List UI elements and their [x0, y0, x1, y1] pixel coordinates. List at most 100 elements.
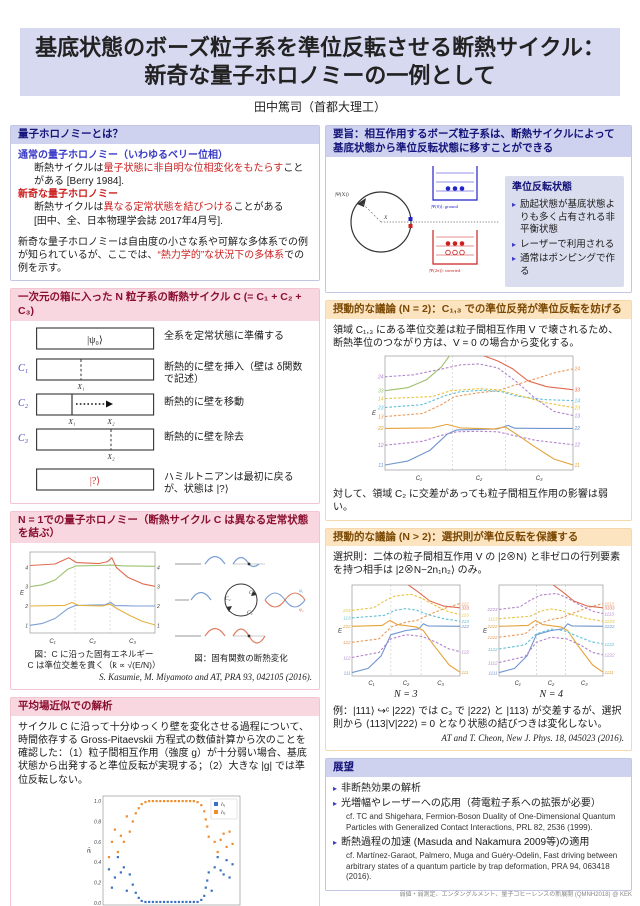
svg-text:1222: 1222 [488, 635, 499, 640]
cycle-row-c3: C₃ X₂ 断熱的に壁を除去 [18, 427, 312, 461]
novel-holonomy-heading: 新奇な量子ホロノミー [18, 189, 118, 201]
box-diagram-remove-wall: X₂ [36, 428, 155, 461]
svg-text:4: 4 [25, 565, 28, 571]
n3-chart-label: N = 3 [394, 688, 418, 700]
mean-field-paragraph: サイクル C に沿って十分ゆっくり壁を変化させる過程について、時間依存する Gr… [18, 721, 309, 786]
svg-text:12: 12 [574, 443, 580, 449]
svg-text:24: 24 [573, 367, 580, 373]
svg-text:E: E [483, 628, 488, 634]
right-column: 要旨：相互作用するボーズ粒子系は、断熱サイクルによって基底状態から準位反転状態に… [325, 125, 632, 898]
n2-paragraph-2: 対して、領域 C₂ に交差があっても粒子間相互作用の影響は弱い。 [333, 489, 608, 514]
svg-text:2223: 2223 [487, 607, 499, 612]
triangle-bullet-icon: ▸ [333, 838, 338, 847]
svg-text:X: X [383, 215, 388, 221]
inverted-state-title: 準位反転状態 [512, 182, 572, 194]
inverted-state-bullet: ▸ レーザーで利用される [512, 238, 615, 250]
svg-text:C₃: C₃ [535, 476, 542, 481]
block-n1-holonomy: N = 1での量子ホロノミー（断熱サイクル C は異なる定常状態を結ぶ） C₁ C… [10, 510, 320, 691]
block-adiabatic-cycle: 一次元の箱に入った N 粒子系の断熱サイクル C (= C₁ + C₂ + C₃… [10, 288, 320, 504]
svg-text:11: 11 [574, 463, 579, 469]
n2-paragraph-1: 領域 C₁,₃ にある準位交差は粒子間相互作用 V で壊されるため、断熱準位のつ… [333, 324, 619, 349]
svg-text:0.6: 0.6 [94, 840, 101, 846]
svg-text:13: 13 [574, 413, 580, 419]
svg-text:33: 33 [574, 388, 580, 394]
svg-text:1222: 1222 [605, 652, 616, 657]
inverted-state-bullet: ▸ 通常はポンピングで作る [512, 253, 616, 277]
cycle-desc-final: ハミルトニアンは最初に戻るが、状態は |?⟩ [164, 471, 294, 496]
holonomy-summary: 新奇な量子ホロノミーは自由度の小さな系や可解な多体系での例が知られているが、ここ… [18, 236, 308, 275]
triangle-bullet-icon: ▸ [512, 239, 517, 249]
svg-text:113: 113 [343, 615, 351, 620]
triangle-bullet-icon: ▸ [333, 783, 338, 793]
svg-text:φ₂: φ₂ [299, 608, 304, 613]
svg-text:112: 112 [461, 601, 469, 606]
svg-text:X₁: X₁ [67, 417, 76, 426]
svg-text:1113: 1113 [605, 611, 615, 616]
svg-text:333: 333 [461, 605, 469, 610]
triangle-bullet-icon: ▸ [512, 254, 517, 264]
author-line: 田中篤司（首都大理工） [253, 100, 386, 114]
eigenfunction-caption: 図：固有関数の断熱変化 [194, 653, 288, 664]
svg-text:14: 14 [574, 398, 580, 404]
outlook-item: ▸ 断熱過程の加速 (Masuda and Nakamura 2009等)の適用 [333, 837, 590, 848]
block-outlook: 展望 ▸ 非断熱効果の解析 ▸ 光増幅やレーザーへの応用（荷電粒子系への拡張が必要）… [325, 758, 632, 892]
svg-text:122: 122 [343, 640, 351, 645]
left-column: 量子ホロノミーとは？ 通常の量子ホロノミー（いわゆるベリー位相） 断熱サイクルは… [10, 125, 320, 906]
svg-text:2222: 2222 [604, 624, 616, 629]
triangle-bullet-icon: ▸ [333, 799, 338, 809]
block-abstract: 要旨：相互作用するボーズ粒子系は、断熱サイクルによって基底状態から準位反転状態に… [325, 125, 632, 293]
svg-text:4: 4 [157, 565, 160, 571]
novel-holonomy-text: 断熱サイクルは異なる定常状態を結びつけることがある [田中、全、日本物理学会誌 2… [34, 202, 284, 227]
svg-text:24: 24 [376, 375, 383, 381]
block-header: 一次元の箱に入った N 粒子系の断熱サイクル C (= C₁ + C₂ + C₃… [11, 289, 319, 321]
svg-text:23: 23 [573, 405, 580, 411]
cycle-row-prepare: |ψ₀⟩ 全系を定常状態に準備する [18, 326, 312, 356]
svg-text:E: E [20, 590, 25, 596]
svg-text:22: 22 [573, 426, 580, 432]
svg-text:1: 1 [25, 623, 28, 629]
svg-text:122: 122 [461, 649, 469, 654]
svg-text:1122: 1122 [605, 641, 615, 646]
n1-chart-caption: 図：C に沿った固有エネルギー C は準位交差を貫く（k̄ ∝ √(E/N)） [27, 649, 161, 670]
svg-text:C₂: C₂ [402, 681, 409, 686]
block-perturbative-n2: 摂動的な議論 (N = 2)：C₁,₃ での準位反発が準位反転を妨げる 領域 C… [325, 299, 632, 521]
usual-holonomy-text: 断熱サイクルは量子状態に非自明な位相変化をもたらすことがある [Berry 19… [34, 162, 304, 188]
svg-text:C₁: C₁ [249, 590, 255, 596]
svg-text:22: 22 [376, 426, 383, 432]
svg-text:33: 33 [377, 388, 383, 394]
svg-text:n̄₁: n̄₁ [221, 801, 226, 808]
outlook-cf-reference: cf. TC and Shigehara, Fermion-Boson Dual… [346, 812, 616, 832]
svg-text:1112: 1112 [605, 601, 615, 606]
n1-reference: S. Kasumie, M. Miyamoto and AT, PRA 93, … [99, 672, 312, 683]
usual-holonomy-heading: 通常の量子ホロノミー（いわゆるベリー位相） [18, 149, 228, 161]
svg-text:23: 23 [376, 405, 383, 411]
svg-text:1: 1 [157, 623, 160, 629]
svg-text:|Ψ(0)⟩: ground: |Ψ(0)⟩: ground [431, 204, 459, 209]
svg-text:2223: 2223 [604, 619, 616, 624]
block-header: 平均場近似での解析 [11, 698, 319, 716]
svg-text:0.8: 0.8 [94, 819, 101, 825]
block-what-is-quantum-holonomy: 量子ホロノミーとは？ 通常の量子ホロノミー（いわゆるベリー位相） 断熱サイクルは… [10, 125, 320, 282]
svg-text:11: 11 [378, 463, 383, 469]
svg-text:1111: 1111 [605, 670, 615, 675]
triangle-bullet-icon: ▸ [512, 200, 517, 210]
svg-text:223: 223 [342, 608, 351, 613]
outlook-item: ▸ 非断熱効果の解析 [333, 782, 422, 794]
svg-text:12: 12 [377, 443, 383, 449]
block-header: 摂動的な議論 (N = 2)：C₁,₃ での準位反発が準位反転を妨げる [326, 300, 631, 319]
outlook-cf-reference: cf. Martínez-Garaot, Palmero, Muga and G… [346, 851, 618, 881]
svg-text:2: 2 [24, 604, 28, 610]
selection-rule-example: 例：|111⟩ ↪ᶜ |222⟩ では C₃ で |222⟩ と |113⟩ が… [333, 705, 622, 731]
svg-text:C₂: C₂ [475, 476, 482, 481]
block-header: 展望 [326, 759, 631, 777]
svg-text:|Ψ(X)⟩: |Ψ(X)⟩ [335, 191, 349, 198]
block-perturbative-ngt2: 摂動的な議論 (N > 2)：選択則が準位反転を保護する 選択則：二体の粒子間相… [325, 527, 632, 752]
svg-text:C₃: C₃ [581, 681, 588, 686]
svg-text:2222: 2222 [487, 624, 499, 629]
svg-text:C₁: C₁ [49, 639, 55, 644]
cycle-desc-c2: 断熱的に壁を移動 [164, 396, 244, 408]
svg-text:φ₁: φ₁ [299, 589, 304, 594]
svg-text:|Ψ(2π)⟩: inverted: |Ψ(2π)⟩: inverted [429, 268, 461, 273]
svg-text:111: 111 [461, 670, 468, 675]
